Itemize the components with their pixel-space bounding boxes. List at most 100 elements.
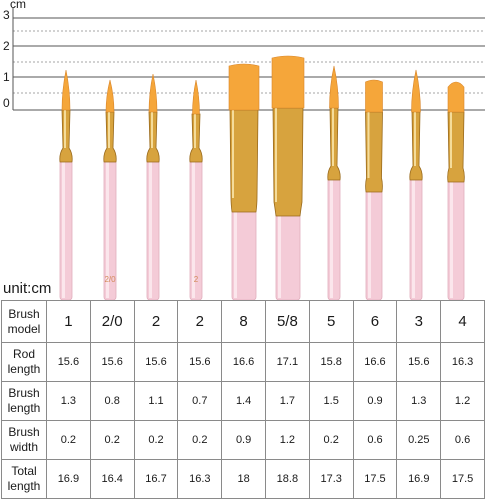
spec-cell: 17.5 [352,459,398,499]
row-header: Brush length [1,381,47,421]
brush-3 [146,73,160,300]
spec-cell: 0.9 [352,381,398,421]
brush-handle [409,177,423,300]
row-header: Brush model [1,300,47,343]
spec-cell: 16.9 [396,459,442,499]
spec-cell: 1.3 [396,381,442,421]
brush-bristles [148,73,158,113]
brush-bristles [411,69,421,113]
brush-bristles [365,79,383,113]
spec-cell: 1.2 [440,381,485,421]
row-header-line: Brush [8,386,40,400]
spec-cell: 0.2 [46,420,91,460]
brush-handle-highlight [62,162,65,298]
ruler-tick-1: 1 [3,70,10,84]
spec-row-rod-length: Rod length 15.6 15.6 15.6 15.6 16.6 17.1 15.8 16.… [1,342,485,382]
spec-cell: 16.4 [89,459,135,499]
spec-cell: 15.8 [308,342,354,382]
spec-cell: 1.3 [46,381,91,421]
brush-handle-highlight [278,216,281,298]
ferrule-highlight [450,112,452,168]
brush-handle-highlight [234,212,237,298]
spec-cell: 15.6 [177,342,223,382]
spec-cell: 1.1 [133,381,179,421]
spec-cell: 1.4 [221,381,266,421]
brush-6 [271,55,305,300]
brush-2: 2/0 [103,79,117,300]
spec-row-brush-width: Brush width 0.2 0.2 0.2 0.2 0.9 1.2 0.2 0.6 0.25 0.… [1,420,485,460]
row-header-line: length [7,401,41,415]
ferrule-highlight [64,110,66,148]
spec-cell: 15.6 [133,342,179,382]
spec-cell: 18.8 [264,459,310,499]
brush-handle-highlight [450,182,453,298]
brush-5 [228,63,260,300]
brush-ferrule [229,109,259,213]
ruler-tick-2: 2 [3,39,10,53]
brush-bristles [228,63,260,111]
brush-ferrule [272,107,304,217]
brush-4: 2 [189,79,203,300]
row-header: Total length [1,459,47,499]
spec-cell: 1.7 [264,381,310,421]
brush-bristles [329,65,339,109]
spec-cell: 17.1 [264,342,310,382]
spec-cell: 3 [396,300,442,343]
handle-mark: 2/0 [104,275,116,284]
ferrule-highlight [414,112,416,166]
ferrule-highlight [194,114,196,148]
brush-10 [447,81,465,300]
spec-cell: 17.5 [440,459,485,499]
brush-1 [59,69,73,300]
brush-9 [409,69,423,300]
ferrule-highlight [332,108,334,166]
brush-bristles [192,79,200,115]
row-header-line: width [9,440,38,454]
spec-cell: 18 [221,459,266,499]
spec-cell: 16.6 [221,342,266,382]
spec-cell: 16.3 [440,342,485,382]
row-header-line: model [7,321,41,336]
spec-cell: 16.6 [352,342,398,382]
spec-cell: 16.3 [177,459,223,499]
ferrule-highlight [108,112,110,148]
brush-bristles [61,69,71,111]
row-header-line: length [7,479,41,493]
brush-handle [146,159,160,300]
row-header: Rod length [1,342,47,382]
row-header-line: length [7,362,41,376]
spec-cell: 2 [177,300,223,343]
unit-label: unit:cm [3,280,52,297]
spec-row-model: Brush model 1 2/0 2 2 8 5/8 5 6 3 4 [1,300,485,343]
spec-cell: 1 [46,300,91,343]
spec-cell: 0.8 [89,381,135,421]
spec-cell: 17.3 [308,459,354,499]
spec-cell: 16.9 [46,459,91,499]
spec-cell: 0.2 [89,420,135,460]
row-header-line: Rod [12,347,35,361]
ruler-unit: cm [10,0,26,11]
ferrule-highlight [232,110,234,198]
spec-cell: 0.2 [133,420,179,460]
spec-cell: 0.9 [221,420,266,460]
spec-cell: 6 [352,300,398,343]
spec-cell: 1.5 [308,381,354,421]
spec-cell: 0.25 [396,420,442,460]
spec-cell: 0.6 [440,420,485,460]
row-header: Brush width [1,420,47,460]
spec-cell: 15.6 [46,342,91,382]
brush-handle-highlight [192,162,195,298]
brush-bristles [271,55,305,109]
brush-set-illustration: 2/0 2 [59,55,465,300]
spec-cell: 8 [221,300,266,343]
row-header-line: Total [11,464,37,478]
spec-cell: 5/8 [264,300,310,343]
ruler-tick-0: 0 [3,96,10,110]
spec-cell: 0.6 [352,420,398,460]
spec-cell: 4 [440,300,485,343]
brush-handle-highlight [330,180,333,298]
spec-cell: 2 [133,300,179,343]
spec-cell: 15.6 [396,342,442,382]
brush-handle-highlight [149,162,152,298]
spec-cell: 1.2 [264,420,310,460]
